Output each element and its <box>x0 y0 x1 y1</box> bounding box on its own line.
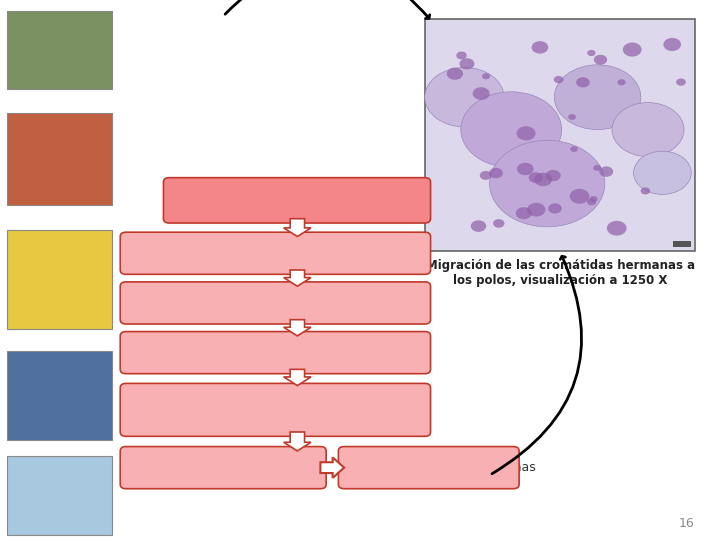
Circle shape <box>587 198 596 205</box>
Circle shape <box>576 77 590 87</box>
Circle shape <box>472 87 490 100</box>
Polygon shape <box>284 369 311 386</box>
Circle shape <box>516 126 536 140</box>
FancyBboxPatch shape <box>163 178 431 223</box>
Circle shape <box>570 146 578 152</box>
Circle shape <box>517 163 534 176</box>
Circle shape <box>493 219 505 228</box>
Circle shape <box>568 114 576 120</box>
Polygon shape <box>284 320 311 336</box>
Circle shape <box>607 221 626 235</box>
Circle shape <box>459 58 474 70</box>
Circle shape <box>531 41 548 53</box>
Circle shape <box>548 204 562 214</box>
Circle shape <box>425 68 504 127</box>
Text: 16: 16 <box>679 517 695 530</box>
Circle shape <box>634 151 691 194</box>
Polygon shape <box>284 270 311 286</box>
Polygon shape <box>284 219 311 237</box>
Circle shape <box>480 171 492 180</box>
Circle shape <box>489 168 503 178</box>
Text: Duplicación ADN centromérico: Duplicación ADN centromérico <box>133 461 325 474</box>
Bar <box>673 241 691 247</box>
Circle shape <box>570 189 590 204</box>
FancyBboxPatch shape <box>120 447 326 489</box>
Circle shape <box>641 187 650 194</box>
Circle shape <box>599 166 613 177</box>
Circle shape <box>456 51 467 59</box>
Circle shape <box>534 173 552 186</box>
Polygon shape <box>320 457 344 478</box>
Text: Aparición huso anastral: Aparición huso anastral <box>133 346 281 359</box>
Circle shape <box>471 220 486 232</box>
Circle shape <box>593 165 601 171</box>
Circle shape <box>663 38 681 51</box>
Bar <box>7 230 112 329</box>
Circle shape <box>527 203 545 217</box>
Circle shape <box>461 92 562 167</box>
Circle shape <box>618 79 626 85</box>
Circle shape <box>554 76 564 83</box>
Circle shape <box>623 43 642 57</box>
Bar <box>7 351 112 440</box>
Text: Migración de las cromátidas hermanas a
los polos, visualización a 1250 X: Migración de las cromátidas hermanas a l… <box>426 259 695 287</box>
Circle shape <box>612 103 684 157</box>
FancyBboxPatch shape <box>120 282 431 324</box>
Circle shape <box>594 55 607 65</box>
Text: División  de cromátidas hermanas: División de cromátidas hermanas <box>322 461 536 474</box>
FancyBboxPatch shape <box>120 232 431 274</box>
Circle shape <box>482 73 490 79</box>
Bar <box>7 456 112 535</box>
Text: Cromosomas libres, compactos y acortados: Cromosomas libres, compactos y acortados <box>133 296 407 309</box>
FancyBboxPatch shape <box>120 332 431 374</box>
FancyBboxPatch shape <box>338 447 519 489</box>
Circle shape <box>446 68 463 80</box>
FancyBboxPatch shape <box>120 383 431 436</box>
Circle shape <box>590 196 598 202</box>
Circle shape <box>546 170 561 181</box>
Bar <box>7 113 112 205</box>
Text: Membrana nuclear se desintegra: Membrana nuclear se desintegra <box>133 247 341 260</box>
Text: Unión  proteica:  cinetocoros  –  microtúbulos
cinetocóricos: Unión proteica: cinetocoros – microtúbul… <box>133 396 416 424</box>
Text: Metafase: Metafase <box>257 193 337 208</box>
Circle shape <box>490 140 605 227</box>
Circle shape <box>554 65 641 130</box>
Circle shape <box>588 50 595 56</box>
Bar <box>425 19 695 251</box>
Bar <box>7 11 112 89</box>
Circle shape <box>676 78 686 86</box>
Polygon shape <box>284 432 311 451</box>
Circle shape <box>516 207 532 219</box>
Circle shape <box>528 172 543 183</box>
